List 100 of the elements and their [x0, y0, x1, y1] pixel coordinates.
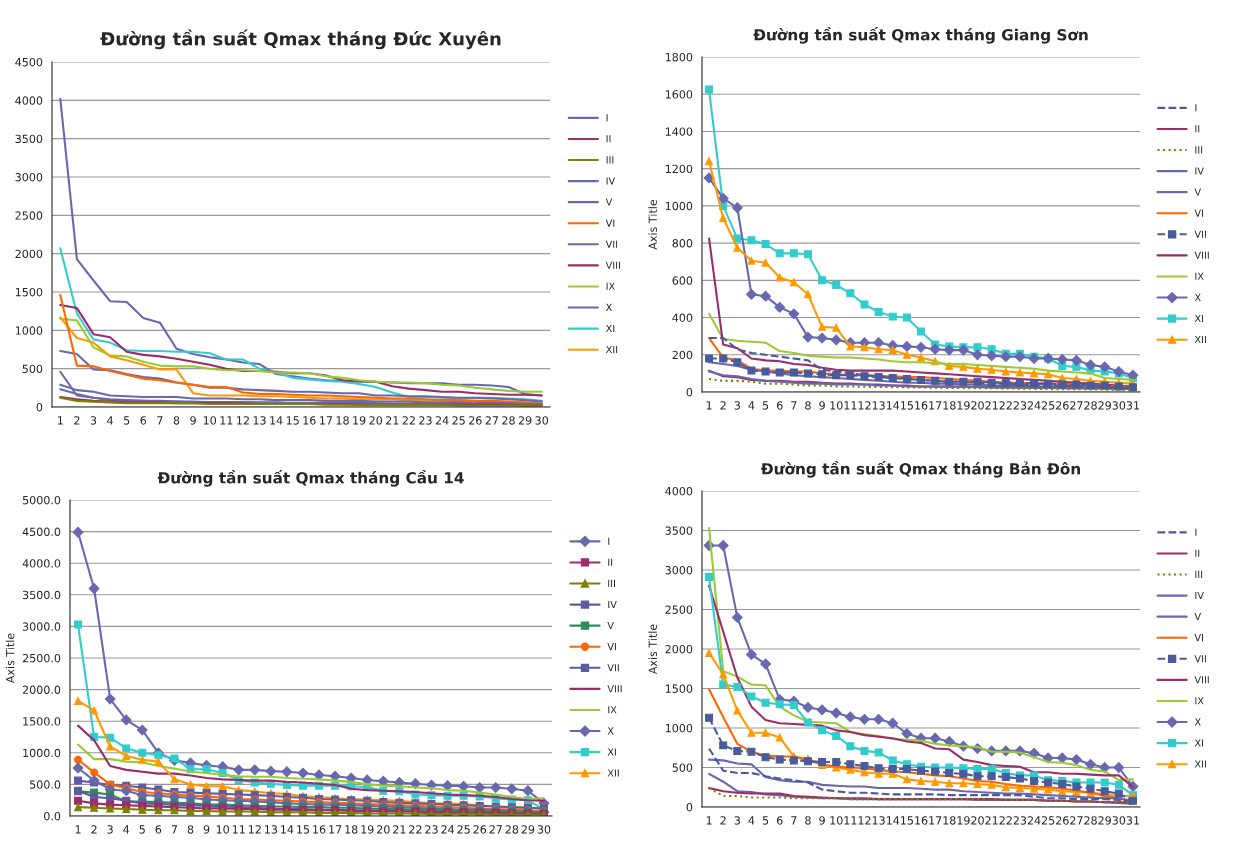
legend-label: III [606, 156, 614, 164]
x-tick-label: 29 [521, 825, 535, 834]
x-tick-label: 21 [985, 816, 998, 825]
x-tick-label: 7 [157, 416, 163, 425]
x-tick-label: 11 [220, 416, 233, 425]
legend-label: II [606, 135, 611, 143]
y-axis-title: Axis Title [648, 199, 657, 250]
x-tick-label: 10 [830, 816, 843, 825]
legend-label: X [607, 727, 614, 735]
x-tick-label: 2 [720, 401, 726, 410]
x-tick-label: 3 [734, 816, 740, 825]
x-tick-label: 16 [915, 816, 928, 825]
x-tick-label: 21 [985, 401, 998, 410]
x-tick-label: 9 [190, 416, 196, 425]
legend-label: V [1194, 612, 1202, 621]
y-tick-label: 1000.0 [23, 748, 61, 758]
x-tick-label: 4 [107, 416, 114, 425]
x-tick-label: 29 [518, 416, 532, 425]
x-tick-label: 19 [957, 401, 970, 410]
legend-label: V [605, 198, 613, 206]
legend-label: VI [607, 643, 616, 651]
x-tick-label: 21 [393, 825, 406, 834]
x-tick-label: 23 [419, 416, 432, 425]
legend-label: IX [608, 706, 617, 714]
legend-label: VIII [607, 685, 622, 693]
legend-label: XI [605, 324, 615, 333]
x-tick-label: 9 [203, 825, 210, 834]
x-tick-label: 18 [336, 416, 349, 425]
legend-label: I [608, 537, 610, 545]
legend-label: VII [607, 664, 619, 672]
x-tick-label: 12 [248, 825, 261, 834]
x-tick-label: 8 [173, 416, 180, 425]
x-tick-label: 5 [139, 825, 145, 834]
y-tick-label: 2500 [665, 605, 693, 614]
legend-label: I [1195, 528, 1197, 536]
x-tick-label: 28 [505, 825, 519, 834]
x-tick-label: 23 [1013, 401, 1027, 410]
legend-label: XII [605, 346, 618, 354]
legend-label: III [1195, 146, 1203, 154]
x-tick-label: 3 [90, 416, 97, 425]
legend-label: V [1194, 188, 1202, 196]
x-tick-label: 11 [844, 401, 857, 410]
x-tick-label: 24 [1027, 816, 1041, 825]
y-tick-label: 1200 [665, 164, 693, 174]
y-tick-label: 4000 [15, 96, 43, 105]
legend-label: VIII [1194, 251, 1209, 259]
x-tick-label: 23 [1013, 816, 1027, 825]
x-tick-label: 17 [929, 816, 942, 825]
x-tick-label: 31 [1126, 816, 1139, 825]
legend-label: X [1194, 718, 1201, 726]
legend-label: VII [1194, 655, 1206, 663]
y-tick-label: 500.0 [30, 780, 61, 789]
y-tick-label: 200 [672, 350, 693, 360]
x-tick-label: 25 [1041, 401, 1055, 410]
x-tick-label: 12 [858, 401, 871, 410]
legend-label: XI [607, 748, 616, 756]
x-tick-label: 10 [830, 401, 843, 410]
y-tick-label: 800 [672, 239, 693, 248]
x-tick-label: 26 [1056, 816, 1069, 825]
y-tick-label: 4500 [15, 57, 43, 67]
legend-label: IX [1195, 697, 1204, 705]
x-tick-label: 8 [805, 401, 811, 410]
y-tick-label: 4500.0 [22, 527, 61, 536]
x-tick-label: 19 [957, 816, 970, 825]
y-tick-label: 3000 [665, 565, 693, 575]
y-tick-label: 2500.0 [22, 653, 61, 663]
x-tick-label: 2 [91, 825, 97, 834]
legend-label: IV [1195, 591, 1204, 599]
y-tick-label: 2000 [665, 644, 693, 654]
x-tick-label: 12 [237, 416, 249, 425]
legend-label: VI [1194, 634, 1204, 642]
y-tick-label: 1500.0 [23, 717, 61, 726]
y-tick-label: 3500 [15, 134, 43, 144]
legend-label: IV [606, 177, 616, 185]
x-tick-label: 11 [232, 825, 245, 834]
y-tick-label: 3500.0 [22, 590, 61, 600]
x-tick-label: 14 [886, 816, 900, 825]
legend-label: XI [1194, 739, 1204, 747]
legend-label: II [1195, 549, 1200, 557]
legend-label: I [606, 114, 608, 122]
x-tick-label: 2 [720, 816, 726, 825]
y-tick-label: 1600 [665, 90, 693, 99]
x-tick-label: 1 [75, 825, 81, 834]
x-tick-label: 27 [485, 416, 499, 425]
x-tick-label: 22 [999, 816, 1012, 825]
chart-title: Đường tần suất Qmax tháng Giang Sơn [753, 26, 1088, 44]
x-tick-label: 3 [734, 401, 740, 410]
x-tick-label: 9 [819, 816, 825, 825]
y-tick-label: 1000 [665, 723, 693, 733]
x-tick-label: 15 [297, 825, 310, 834]
y-tick-label: 2000.0 [22, 685, 61, 694]
y-tick-label: 0 [686, 387, 693, 397]
legend-label: XII [1194, 760, 1206, 768]
x-tick-label: 12 [858, 816, 871, 825]
x-tick-label: 4 [748, 401, 755, 410]
y-axis-title: Axis Title [648, 624, 657, 675]
x-tick-label: 14 [281, 825, 294, 834]
x-tick-label: 4 [748, 816, 755, 825]
chart-title: Đường tần suất Qmax tháng Đức Xuyên [100, 29, 501, 50]
legend-label: II [608, 558, 613, 566]
